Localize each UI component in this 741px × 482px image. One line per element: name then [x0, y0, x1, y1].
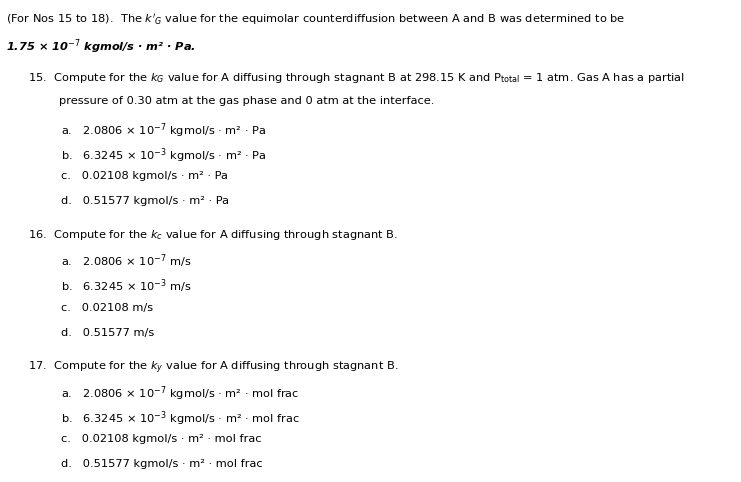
- Text: a.   2.0806 × 10$^{-7}$ kgmol/s · m² · Pa: a. 2.0806 × 10$^{-7}$ kgmol/s · m² · Pa: [61, 121, 266, 140]
- Text: 15.  Compute for the $k_G$ value for A diffusing through stagnant B at 298.15 K : 15. Compute for the $k_G$ value for A di…: [28, 71, 685, 85]
- Text: a.   2.0806 × 10$^{-7}$ kgmol/s · m² · mol frac: a. 2.0806 × 10$^{-7}$ kgmol/s · m² · mol…: [61, 384, 299, 403]
- Text: c.   0.02108 kgmol/s · m² · mol frac: c. 0.02108 kgmol/s · m² · mol frac: [61, 434, 262, 444]
- Text: (For Nos 15 to 18).  The $k'_G$ value for the equimolar counterdiffusion between: (For Nos 15 to 18). The $k'_G$ value for…: [6, 12, 625, 27]
- Text: b.   6.3245 × 10$^{-3}$ kgmol/s · m² · Pa: b. 6.3245 × 10$^{-3}$ kgmol/s · m² · Pa: [61, 146, 266, 165]
- Text: pressure of 0.30 atm at the gas phase and 0 atm at the interface.: pressure of 0.30 atm at the gas phase an…: [59, 96, 435, 106]
- Text: 1.75 × 10$^{-7}$ kgmol/s · m² · Pa.: 1.75 × 10$^{-7}$ kgmol/s · m² · Pa.: [6, 37, 196, 56]
- Text: c.   0.02108 kgmol/s · m² · Pa: c. 0.02108 kgmol/s · m² · Pa: [61, 171, 227, 181]
- Text: d.   0.51577 m/s: d. 0.51577 m/s: [61, 328, 154, 338]
- Text: b.   6.3245 × 10$^{-3}$ kgmol/s · m² · mol frac: b. 6.3245 × 10$^{-3}$ kgmol/s · m² · mol…: [61, 409, 299, 428]
- Text: 17.  Compute for the $k_y$ value for A diffusing through stagnant B.: 17. Compute for the $k_y$ value for A di…: [28, 359, 399, 375]
- Text: c.   0.02108 m/s: c. 0.02108 m/s: [61, 303, 153, 313]
- Text: b.   6.3245 × 10$^{-3}$ m/s: b. 6.3245 × 10$^{-3}$ m/s: [61, 278, 191, 295]
- Text: d.   0.51577 kgmol/s · m² · mol frac: d. 0.51577 kgmol/s · m² · mol frac: [61, 459, 262, 469]
- Text: d.   0.51577 kgmol/s · m² · Pa: d. 0.51577 kgmol/s · m² · Pa: [61, 196, 229, 206]
- Text: 16.  Compute for the $k_c$ value for A diffusing through stagnant B.: 16. Compute for the $k_c$ value for A di…: [28, 228, 398, 241]
- Text: a.   2.0806 × 10$^{-7}$ m/s: a. 2.0806 × 10$^{-7}$ m/s: [61, 253, 191, 270]
